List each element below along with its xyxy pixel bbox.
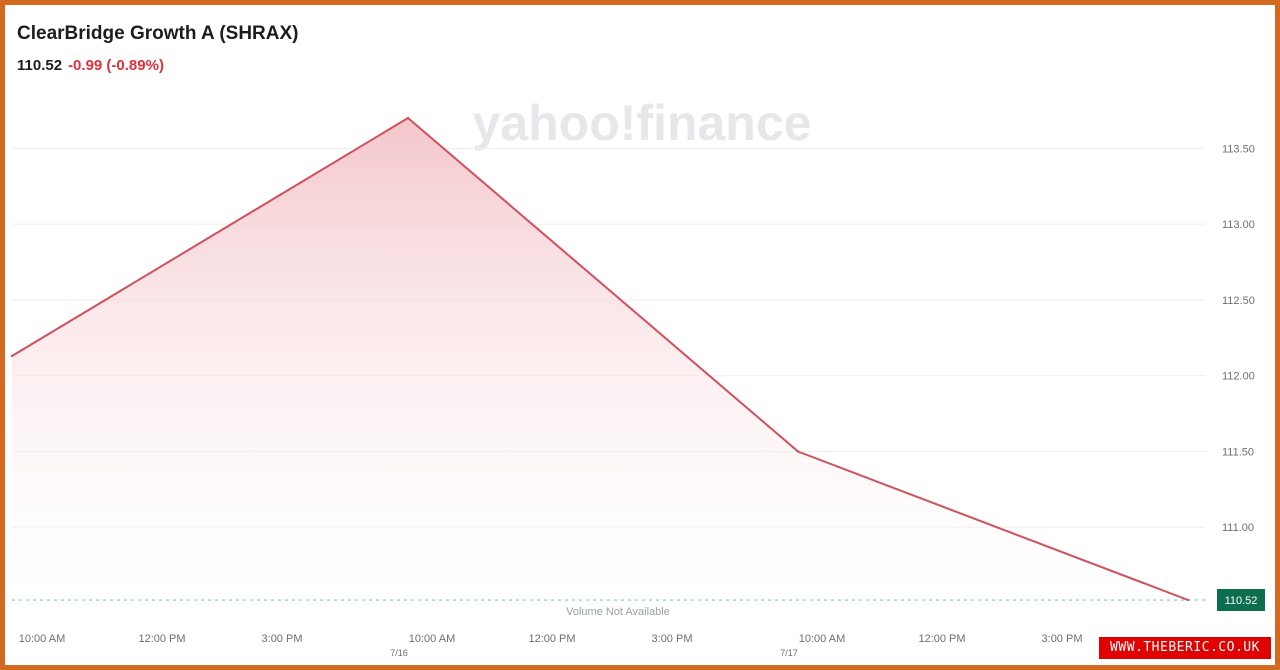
series-layer bbox=[10, 116, 1190, 602]
y-tick-label: 111.00 bbox=[1222, 522, 1254, 534]
data-point bbox=[796, 450, 800, 453]
current-price: 110.52 bbox=[17, 57, 63, 74]
x-tick-label: 3:00 PM bbox=[652, 633, 693, 645]
x-tick-label: 10:00 AM bbox=[799, 633, 845, 645]
x-axis: 10:00 AM 12:00 PM 3:00 PM 10:00 AM7/1612:00… bbox=[19, 633, 1083, 658]
x-tick-label: 12:00 PM bbox=[138, 633, 185, 645]
y-tick-label: 112.00 bbox=[1222, 371, 1255, 383]
y-tick-label: 112.50 bbox=[1222, 295, 1255, 307]
quote-line: 110.52 -0.99 (-0.89%) bbox=[17, 57, 164, 74]
data-point bbox=[1186, 598, 1190, 602]
watermark-logo: yahoo!finance bbox=[473, 95, 812, 151]
x-date-label: 7/16 bbox=[390, 648, 408, 658]
x-tick-label: 3:00 PM bbox=[1042, 633, 1083, 645]
current-price-badge: 110.52 bbox=[1217, 589, 1265, 611]
x-tick-label: 12:00 PM bbox=[528, 633, 575, 645]
price-chart[interactable]: yahoo!finance 111.00111.50112.00112.5011… bbox=[5, 5, 1275, 665]
series-area bbox=[12, 118, 1188, 600]
y-tick-label: 113.00 bbox=[1222, 219, 1255, 231]
x-tick-label: 12:00 PM bbox=[918, 633, 965, 645]
x-tick-label: 10:00 AM bbox=[19, 633, 65, 645]
y-tick-label: 113.50 bbox=[1222, 143, 1255, 155]
x-tick-label: 3:00 PM bbox=[262, 633, 303, 645]
volume-note: Volume Not Available bbox=[566, 606, 670, 618]
fund-title: ClearBridge Growth A (SHRAX) bbox=[17, 23, 299, 44]
current-price-badge-label: 110.52 bbox=[1225, 595, 1258, 607]
data-point bbox=[10, 354, 14, 358]
y-axis: 111.00 111.50 112.00 112.50 113.00 113.50 bbox=[1222, 143, 1255, 534]
x-date-label: 7/17 bbox=[780, 648, 798, 658]
site-credit: WWW.THEBERIC.CO.UK bbox=[1099, 637, 1271, 659]
price-change: -0.99 (-0.89%) bbox=[68, 57, 164, 74]
y-tick-label: 111.50 bbox=[1222, 446, 1254, 458]
x-tick-label: 10:00 AM bbox=[409, 633, 455, 645]
series-line bbox=[11, 117, 1189, 601]
data-point bbox=[406, 116, 410, 120]
